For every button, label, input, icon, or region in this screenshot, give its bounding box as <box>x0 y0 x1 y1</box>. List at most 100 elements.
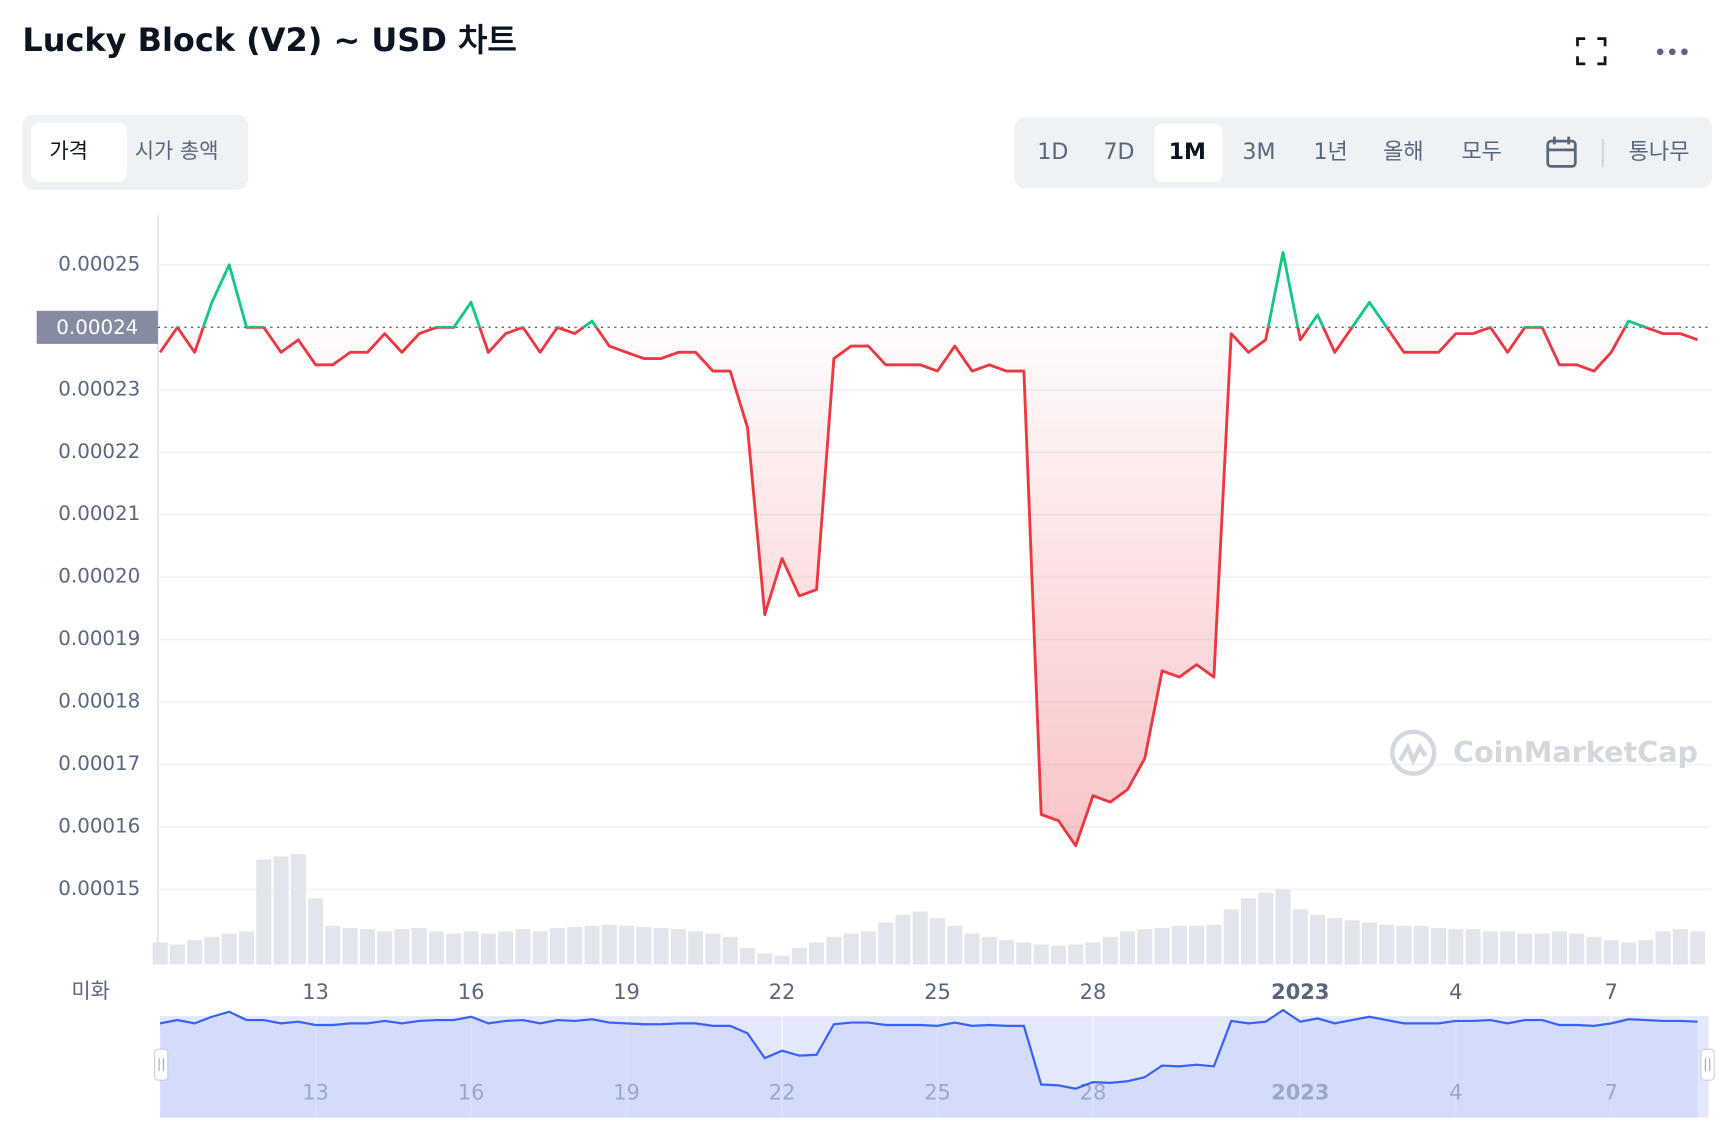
x-tick-label: 13 <box>302 980 329 1004</box>
volume-bar <box>1310 914 1326 965</box>
volume-bar <box>308 898 324 965</box>
volume-bar <box>1102 936 1118 965</box>
x-tick-label: 4 <box>1449 980 1462 1004</box>
volume-bar <box>204 936 220 965</box>
y-tick-label: 0.00018 <box>58 690 140 713</box>
navigator-area <box>160 1010 1698 1118</box>
y-tick-label: 0.00017 <box>58 752 140 775</box>
tab[interactable]: 가격 <box>49 139 88 163</box>
volume-bar <box>1361 922 1377 965</box>
volume-bar <box>359 929 375 965</box>
volume-bar <box>428 931 445 965</box>
volume-bar <box>999 940 1015 965</box>
x-tick-label: 25 <box>924 980 951 1004</box>
x-tick-label: 7 <box>1605 980 1618 1004</box>
navigator-handle[interactable] <box>1700 1048 1715 1081</box>
volume-bar <box>1120 931 1136 965</box>
volume-bar <box>1223 909 1239 965</box>
volume-bar <box>895 914 911 965</box>
y-tick-label: 0.00015 <box>58 877 140 900</box>
range-button[interactable]: 7D <box>1104 140 1135 165</box>
volume-bar <box>1137 929 1153 965</box>
y-tick-label: 0.00019 <box>58 627 140 650</box>
volume-bar <box>549 928 565 965</box>
volume-bar <box>1396 925 1412 965</box>
volume-bar <box>947 925 963 965</box>
volume-bar <box>912 911 928 965</box>
y-tick-label: 0.00021 <box>58 502 140 525</box>
volume-bar <box>498 931 514 965</box>
volume-bar <box>791 947 807 965</box>
volume-bar <box>1413 925 1429 965</box>
y-tick-label: 0.00016 <box>58 814 140 837</box>
volume-bar <box>1189 925 1205 965</box>
volume-bar <box>1033 944 1049 965</box>
volume-bar <box>1534 933 1550 965</box>
tab-selected[interactable] <box>31 122 128 182</box>
volume-bar <box>1430 928 1447 965</box>
volume-bar <box>1465 929 1481 965</box>
volume-bar <box>878 922 894 965</box>
volume-bar <box>670 929 686 965</box>
baseline-label: 0.00024 <box>56 316 138 339</box>
range-button[interactable]: 1D <box>1037 140 1068 165</box>
range-button[interactable]: 1M <box>1169 140 1206 165</box>
volume-bar <box>342 928 358 965</box>
volume-bar <box>981 936 997 965</box>
range-selected[interactable] <box>1154 123 1223 182</box>
volume-bar <box>688 931 704 965</box>
volume-bar <box>515 929 531 965</box>
volume-bar <box>238 931 255 965</box>
volume-bar <box>636 926 652 965</box>
volume-bar <box>1344 920 1360 965</box>
y-tick-label: 0.00023 <box>58 377 140 400</box>
volume-bar <box>584 925 600 965</box>
volume-bar <box>567 926 583 965</box>
volume-bar <box>273 856 289 965</box>
y-tick-label: 0.00020 <box>58 565 140 588</box>
price-line-down <box>158 327 1699 848</box>
calendar-icon[interactable] <box>1546 136 1577 168</box>
volume-bar <box>377 931 393 965</box>
range-button[interactable]: 3M <box>1242 140 1275 165</box>
more-icon[interactable] <box>1656 48 1688 56</box>
range-button[interactable]: 모두 <box>1461 140 1502 165</box>
volume-bar <box>826 936 842 965</box>
volume-bar <box>256 859 272 965</box>
baseline-badge <box>36 310 158 344</box>
volume-bar <box>1655 931 1671 965</box>
watermark-logo <box>1390 729 1437 776</box>
volume-bar <box>446 933 462 965</box>
volume-bar <box>1690 931 1706 965</box>
volume-bar <box>1482 931 1498 965</box>
title: Lucky Block (V2) ~ USD 차트 <box>22 21 516 59</box>
range-button[interactable]: 1년 <box>1313 140 1347 165</box>
volume-bar <box>929 918 946 965</box>
volume-bar <box>1258 892 1274 965</box>
volume-bar <box>1586 936 1602 965</box>
navigator-line <box>159 1008 1698 1090</box>
log-button[interactable]: 통나무 <box>1629 140 1690 165</box>
volume-bar <box>843 933 859 965</box>
watermark: CoinMarketCap <box>1453 735 1698 769</box>
volume-bar <box>1672 929 1688 965</box>
tab[interactable]: 시가 총액 <box>135 139 219 163</box>
volume-bar <box>1621 942 1637 965</box>
x-tick-label: 2023 <box>1271 980 1329 1004</box>
y-tick-label: 0.00022 <box>58 440 140 463</box>
volume-bar <box>1551 931 1567 965</box>
range-button[interactable]: 올해 <box>1383 140 1424 165</box>
volume-bar <box>739 947 756 965</box>
volume-bar <box>705 933 721 965</box>
volume-bar <box>221 933 237 965</box>
volume-bar <box>722 936 738 965</box>
fullscreen-icon[interactable] <box>1576 37 1607 66</box>
volume-bar <box>964 933 980 965</box>
x-tick-label: 22 <box>769 980 796 1004</box>
navigator-handle[interactable] <box>154 1048 169 1081</box>
volume-bar <box>1016 942 1032 965</box>
volume-bar <box>774 955 790 965</box>
volume-bar <box>411 928 427 965</box>
volume-bar <box>619 925 635 965</box>
volume-bar <box>1050 945 1066 965</box>
